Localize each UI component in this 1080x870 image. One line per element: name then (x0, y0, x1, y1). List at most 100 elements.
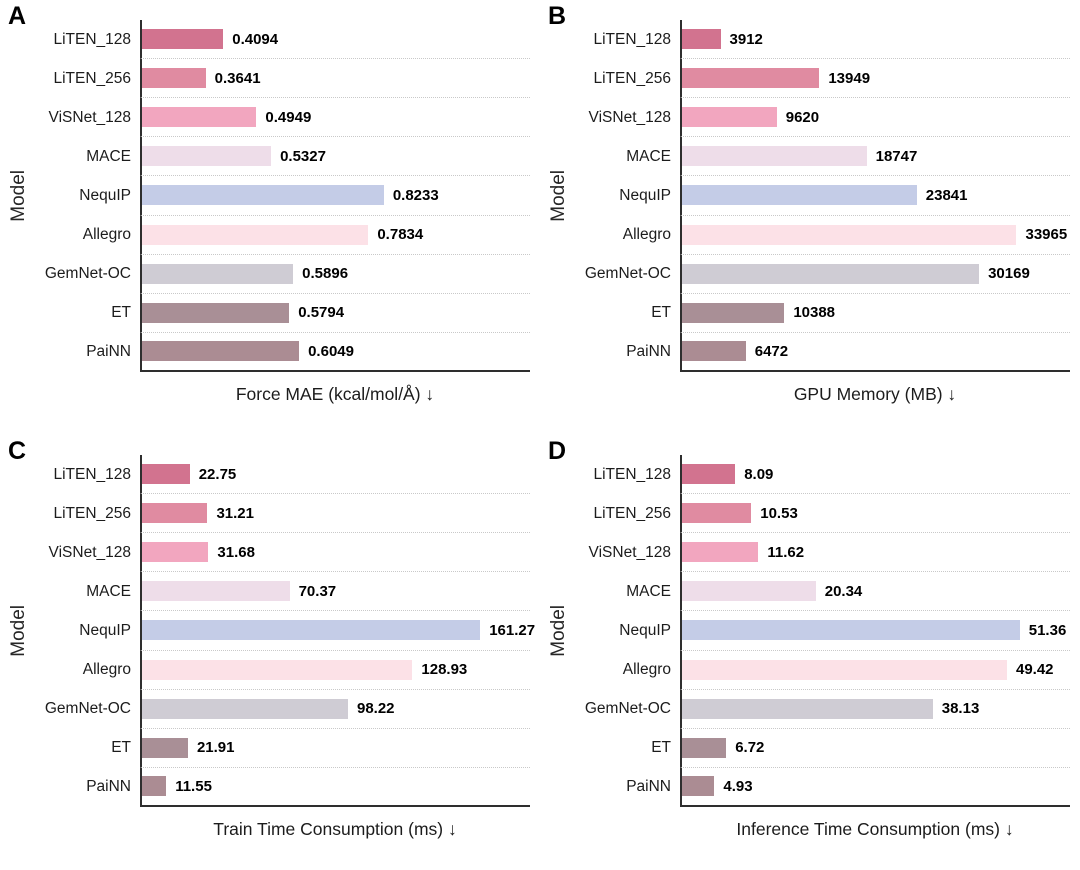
bar-track: 9620 (680, 98, 1070, 138)
bar-row: GemNet-OC 30169 (540, 254, 1070, 294)
bar-value-label: 70.37 (298, 582, 337, 600)
bar-track: 6472 (680, 332, 1070, 372)
bar-track: 31.21 (140, 494, 530, 534)
bar-row: LiTEN_128 3912 (540, 20, 1070, 60)
bar (142, 68, 206, 89)
bar (682, 263, 980, 284)
y-tick-label: LiTEN_256 (593, 69, 671, 87)
bar-value-label: 11.62 (767, 543, 805, 561)
bar-value-label: 0.4094 (232, 30, 279, 48)
bar (142, 581, 290, 602)
bar-value-label: 0.6049 (308, 342, 354, 360)
bar-row: PaiNN 4.93 (540, 767, 1070, 807)
bar-row: ET 10388 (540, 293, 1070, 333)
bar (682, 542, 759, 563)
bar-value-label: 128.93 (421, 661, 468, 679)
plot-area: LiTEN_128 22.75 LiTEN_256 31.21 ViSNet_1… (0, 455, 535, 807)
x-axis-label: Train Time Consumption (ms) ↓ (213, 819, 457, 839)
bar-value-label: 30169 (988, 265, 1030, 283)
bar-track: 20.34 (680, 572, 1070, 612)
bar-row: NequIP 0.8233 (0, 176, 530, 216)
bar-row: LiTEN_128 0.4094 (0, 20, 530, 60)
bar (142, 620, 481, 641)
bar-track: 0.7834 (140, 215, 530, 255)
bar-value-label: 22.75 (198, 465, 237, 483)
bar-track: 11.55 (140, 767, 530, 807)
bar-row: NequIP 51.36 (540, 611, 1070, 651)
bar (682, 107, 777, 128)
bar (682, 776, 715, 797)
y-tick-label: LiTEN_256 (53, 504, 131, 522)
bar (682, 224, 1017, 245)
bar-row: ViSNet_128 9620 (540, 98, 1070, 138)
bar-row: Allegro 33965 (540, 215, 1070, 255)
bar (142, 698, 348, 719)
bar-row: ET 6.72 (540, 728, 1070, 768)
y-tick-label: PaiNN (86, 343, 131, 361)
panel-letter-a: A (8, 2, 27, 30)
y-tick-label: ET (111, 739, 131, 757)
bar-track: 6.72 (680, 728, 1070, 768)
bar-track: 51.36 (680, 611, 1070, 651)
bar-row: LiTEN_256 13949 (540, 59, 1070, 99)
y-tick-label: GemNet-OC (44, 265, 131, 283)
bar-value-label: 0.5327 (280, 147, 326, 165)
bar-row: GemNet-OC 0.5896 (0, 254, 530, 294)
bar-row: ViSNet_128 11.62 (540, 533, 1070, 573)
x-axis-label: GPU Memory (MB) ↓ (793, 384, 957, 404)
bar-row: PaiNN 0.6049 (0, 332, 530, 372)
y-tick-label: LiTEN_256 (593, 504, 671, 522)
bar-track: 98.22 (140, 689, 530, 729)
bar-track: 0.3641 (140, 59, 530, 99)
plot-area: LiTEN_128 8.09 LiTEN_256 10.53 ViSNet_12… (540, 455, 1070, 807)
y-tick-label: ET (111, 304, 131, 322)
bar-row: MACE 70.37 (0, 572, 530, 612)
bar (142, 503, 208, 524)
bar-track: 10388 (680, 293, 1070, 333)
y-tick-label: ViSNet_128 (48, 543, 131, 561)
bar-value-label: 13949 (828, 69, 871, 87)
y-tick-label: ET (651, 304, 671, 322)
bar-row: Allegro 49.42 (540, 650, 1070, 690)
panel-c: C Model LiTEN_128 22.75 LiTEN_256 31.21 … (0, 435, 540, 870)
bar (142, 107, 257, 128)
bar-track: 49.42 (680, 650, 1070, 690)
bar (682, 68, 820, 89)
y-tick-label: GemNet-OC (44, 700, 131, 718)
bar-value-label: 51.36 (1028, 621, 1067, 639)
bar-row: GemNet-OC 98.22 (0, 689, 530, 729)
y-tick-label: MACE (86, 582, 131, 600)
y-tick-label: GemNet-OC (584, 265, 671, 283)
bar-track: 22.75 (140, 455, 530, 495)
y-tick-label: Allegro (622, 226, 671, 244)
y-tick-label: ET (651, 739, 671, 757)
y-tick-label: MACE (626, 582, 671, 600)
bar-row: Allegro 0.7834 (0, 215, 530, 255)
x-axis-label: Force MAE (kcal/mol/Å) ↓ (235, 384, 435, 404)
bar-value-label: 31.68 (217, 543, 255, 561)
bar-track: 30169 (680, 254, 1070, 294)
bar-track: 13949 (680, 59, 1070, 99)
bar-value-label: 98.22 (356, 700, 395, 718)
y-tick-label: NequIP (619, 621, 671, 639)
plot-area: LiTEN_128 3912 LiTEN_256 13949 ViSNet_12… (540, 20, 1070, 372)
panel-b: B Model LiTEN_128 3912 LiTEN_256 13949 V… (540, 0, 1080, 435)
y-tick-label: Allegro (622, 661, 671, 679)
bar-track: 0.6049 (140, 332, 530, 372)
y-tick-label: ViSNet_128 (48, 108, 131, 126)
bar-value-label: 161.27 (489, 621, 536, 639)
bar-value-label: 49.42 (1015, 661, 1054, 679)
bar-value-label: 38.13 (941, 700, 980, 718)
bar-value-label: 6472 (754, 342, 789, 360)
bar (142, 185, 384, 206)
y-tick-label: Allegro (82, 226, 131, 244)
y-tick-label: LiTEN_128 (593, 465, 671, 483)
bar (142, 737, 188, 758)
bar (682, 302, 785, 323)
bar-row: LiTEN_128 22.75 (0, 455, 530, 495)
bar-track: 21.91 (140, 728, 530, 768)
bar-track: 128.93 (140, 650, 530, 690)
bar-value-label: 21.91 (196, 739, 235, 757)
bar-value-label: 0.5794 (298, 304, 345, 322)
y-tick-label: PaiNN (86, 778, 131, 796)
